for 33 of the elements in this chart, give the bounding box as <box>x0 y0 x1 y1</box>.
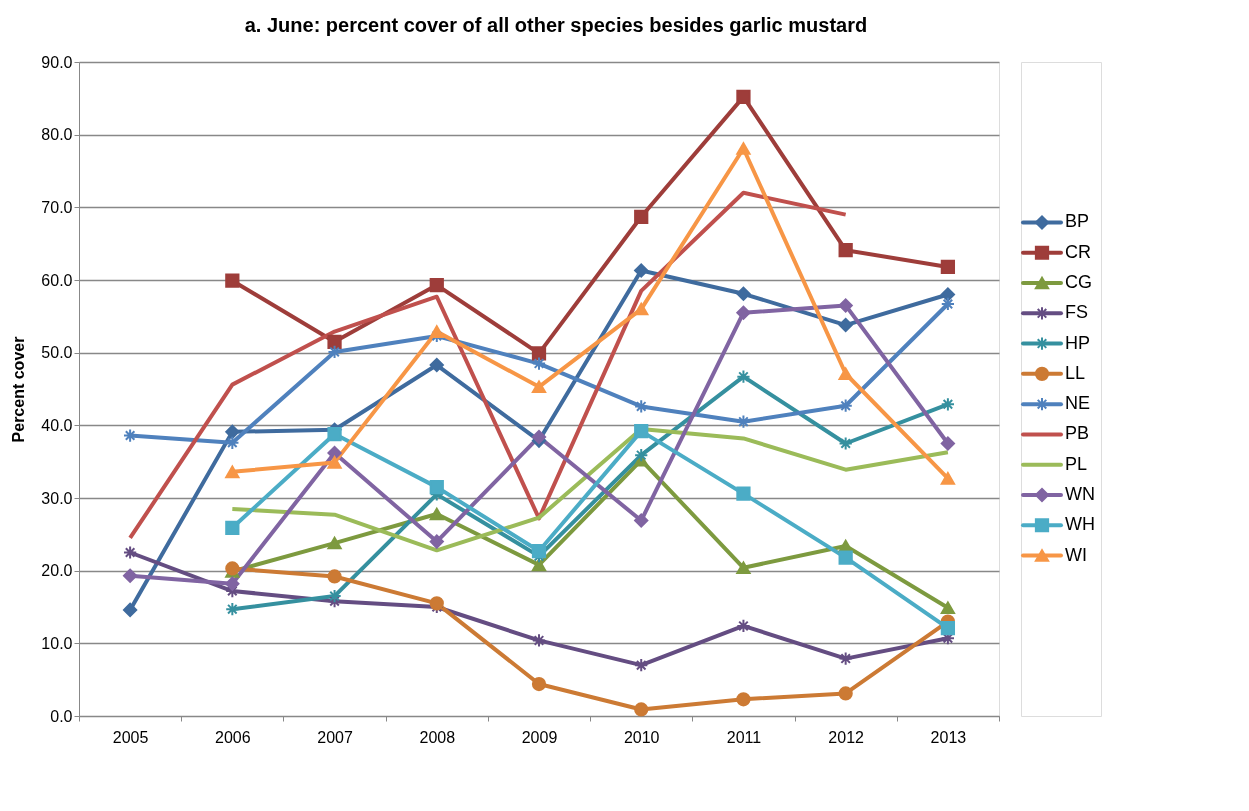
y-tick-label: 50.0 <box>41 344 73 362</box>
y-tick-label: 20.0 <box>41 562 73 580</box>
x-tick-label: 2005 <box>112 728 149 746</box>
legend-label: WI <box>1065 544 1087 565</box>
y-tick-label: 10.0 <box>41 634 73 652</box>
legend-label: FS <box>1065 302 1089 323</box>
x-tick-label: 2009 <box>521 728 558 746</box>
legend-label: CG <box>1065 272 1092 293</box>
legend-label: PB <box>1065 423 1090 444</box>
legend-label: CR <box>1065 241 1091 262</box>
y-axis-title: Percent cover <box>10 336 28 443</box>
y-tick-label: 70.0 <box>41 198 73 216</box>
y-tick-label: 90.0 <box>41 53 73 71</box>
x-tick-label: 2010 <box>623 728 660 746</box>
y-tick-label: 40.0 <box>41 416 73 434</box>
x-tick-label: 2012 <box>828 728 865 746</box>
y-tick-label: 80.0 <box>41 126 73 144</box>
y-tick-label: 60.0 <box>41 271 73 289</box>
x-tick-label: 2006 <box>215 728 251 746</box>
x-tick-label: 2007 <box>317 728 353 746</box>
y-tick-label: 0.0 <box>50 707 73 725</box>
chart-title: a. June: percent cover of all other species besides garlic mustard <box>244 13 868 36</box>
y-tick-label: 30.0 <box>41 489 73 507</box>
x-tick-label: 2011 <box>726 728 762 746</box>
legend-label: WH <box>1065 514 1095 535</box>
legend-label: NE <box>1065 393 1091 414</box>
legend-label: PL <box>1065 453 1088 474</box>
legend-label: LL <box>1065 362 1086 383</box>
x-tick-label: 2008 <box>419 728 456 746</box>
legend-label: BP <box>1065 211 1090 232</box>
legend-label: WN <box>1065 483 1095 504</box>
x-tick-label: 2013 <box>930 728 967 746</box>
legend-label: HP <box>1065 332 1091 353</box>
